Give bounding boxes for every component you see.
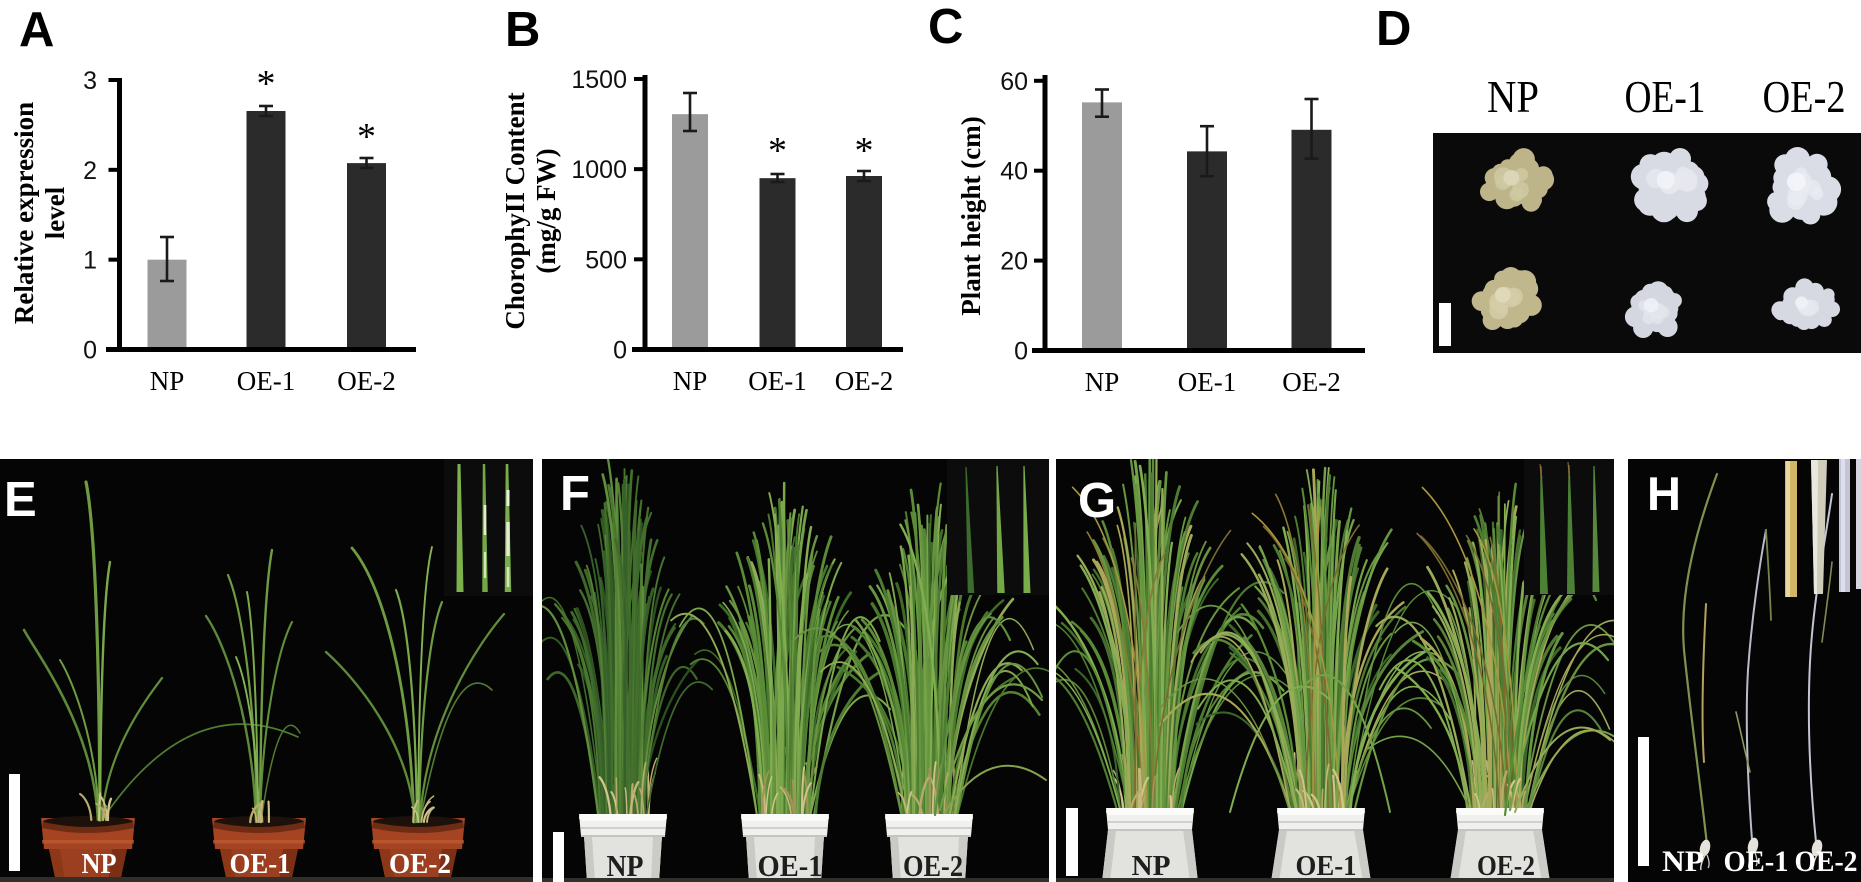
svg-text:40: 40: [1000, 158, 1028, 186]
svg-text:0: 0: [613, 337, 627, 365]
svg-text:20: 20: [1000, 248, 1028, 276]
svg-text:*: *: [357, 116, 376, 158]
svg-text:OE-2: OE-2: [1282, 367, 1340, 397]
svg-text:*: *: [768, 130, 787, 172]
svg-text:OE-1: OE-1: [1178, 367, 1236, 397]
svg-text:D: D: [1376, 2, 1411, 56]
svg-text:OE-2: OE-2: [903, 848, 963, 882]
svg-text:Plant height (cm): Plant height (cm): [956, 116, 986, 315]
svg-text:OE-2: OE-2: [835, 366, 893, 396]
svg-text:H: H: [1647, 467, 1681, 520]
svg-text:OE-1: OE-1: [1625, 71, 1706, 122]
svg-text:G: G: [1078, 474, 1116, 528]
svg-text:OE-1: OE-1: [748, 366, 806, 396]
svg-text:OE-1: OE-1: [230, 848, 291, 880]
svg-text:F: F: [560, 467, 590, 521]
svg-text:OE-1: OE-1: [1724, 845, 1789, 878]
svg-text:*: *: [257, 63, 276, 105]
svg-text:OE-2: OE-2: [1795, 845, 1858, 878]
svg-text:E: E: [4, 473, 37, 527]
svg-text:3: 3: [83, 67, 97, 95]
svg-text:NP: NP: [1085, 367, 1120, 397]
svg-text:500: 500: [585, 246, 627, 274]
svg-text:0: 0: [83, 337, 97, 365]
svg-text:1500: 1500: [571, 66, 627, 94]
svg-text:OE-2: OE-2: [337, 366, 395, 396]
svg-text:NP: NP: [1662, 845, 1704, 878]
svg-text:1000: 1000: [571, 156, 627, 184]
svg-text:*: *: [855, 130, 874, 172]
svg-text:NP: NP: [1132, 850, 1171, 882]
svg-text:OE-2: OE-2: [1763, 71, 1846, 122]
svg-text:OE-2: OE-2: [1477, 850, 1535, 882]
svg-text:OE-1: OE-1: [758, 848, 823, 882]
svg-text:NP: NP: [1487, 71, 1539, 122]
svg-text:2: 2: [83, 157, 97, 185]
svg-text:1: 1: [83, 247, 97, 275]
svg-text:Relative expression: Relative expression: [9, 102, 39, 324]
svg-text:NP: NP: [607, 848, 644, 882]
svg-text:60: 60: [1000, 68, 1028, 96]
svg-text:OE-2: OE-2: [389, 848, 451, 880]
svg-text:OE-1: OE-1: [237, 366, 295, 396]
svg-text:(mg/g FW): (mg/g FW): [531, 148, 561, 273]
svg-text:C: C: [928, 0, 963, 54]
svg-text:A: A: [19, 3, 54, 57]
svg-text:OE-1: OE-1: [1296, 850, 1357, 882]
svg-text:NP: NP: [150, 366, 185, 396]
svg-text:ChorophyII Content: ChorophyII Content: [500, 92, 530, 329]
svg-text:0: 0: [1014, 338, 1028, 366]
svg-text:B: B: [505, 3, 540, 57]
svg-text:NP: NP: [673, 366, 708, 396]
svg-text:NP: NP: [82, 848, 117, 880]
svg-text:level: level: [40, 186, 70, 239]
